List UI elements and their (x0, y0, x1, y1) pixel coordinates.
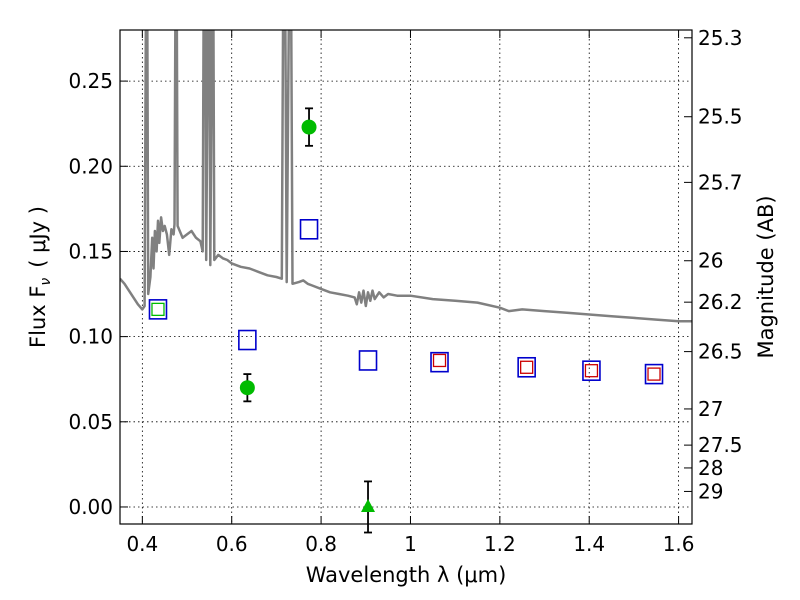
y-tick-label: 0.00 (68, 495, 113, 519)
x-tick-label: 1.6 (663, 532, 695, 556)
y2-tick-label: 27 (698, 397, 723, 421)
model-box-marker (358, 350, 378, 371)
y2-tick-label: 25.5 (698, 105, 743, 129)
x-tick-label: 1.4 (573, 532, 605, 556)
y2-axis-label-group: Magnitude (AB) (754, 195, 778, 358)
spectrum-curve-layer (120, 30, 692, 323)
y2-tick-label: 29 (698, 479, 723, 503)
x-axis-label: Wavelength λ (μm) (306, 563, 507, 587)
inner-square-marker (647, 367, 661, 381)
x-tick-label: 1 (404, 532, 417, 556)
model-box-marker (582, 360, 601, 381)
inner-square-marker (432, 353, 447, 368)
model-box-marker (517, 356, 536, 378)
plot-frame (119, 29, 693, 525)
y-axis-label-subscript: ν (38, 278, 54, 286)
measurement-upper-limit-marker (361, 498, 376, 512)
y-axis-label-main: Flux F (26, 286, 50, 348)
grid-lines (120, 30, 692, 524)
inner-square-marker (584, 364, 599, 378)
model-box-marker (299, 219, 319, 240)
y2-tick-label: 26 (698, 249, 723, 273)
y2-tick-label: 26.2 (698, 290, 743, 314)
y-tick-label: 0.15 (68, 239, 113, 263)
axis-ticks: 0.4 0.6 0.8 1 1.2 1.4 1.6 0.00 0.05 0.10 0.15 0.20 0… (68, 26, 742, 556)
data-points-layer (148, 107, 664, 534)
model-box-marker (238, 329, 257, 351)
y2-tick-label: 27.5 (698, 433, 743, 457)
x-tick-label: 0.8 (305, 532, 337, 556)
y2-axis-label: Magnitude (AB) (754, 195, 778, 358)
x-tick-label: 0.4 (126, 532, 158, 556)
y-axis-label-unit: ( μJy ) (26, 206, 50, 268)
x-tick-label: 0.6 (216, 532, 248, 556)
measurement-marker (239, 380, 255, 396)
model-box-marker (430, 351, 449, 373)
y-axis-label-group: Flux Fν ( μJy ) (26, 206, 54, 348)
spectrum-line (120, 30, 692, 323)
y-tick-label: 0.10 (68, 325, 113, 349)
model-box-marker (644, 363, 664, 385)
y2-tick-label: 25.3 (698, 26, 743, 50)
model-box-marker (148, 299, 168, 320)
measurement-marker (301, 119, 317, 135)
y2-tick-label: 28 (698, 456, 723, 480)
inner-square-marker (151, 302, 165, 317)
inner-square-marker (520, 360, 534, 374)
x-tick-label: 1.2 (484, 532, 516, 556)
y-tick-label: 0.05 (68, 410, 113, 434)
y-tick-label: 0.25 (68, 69, 113, 93)
y-axis-label: Flux Fν ( μJy ) (26, 206, 54, 348)
y2-tick-label: 26.5 (698, 340, 743, 364)
y2-tick-label: 25.7 (698, 170, 743, 194)
y-tick-label: 0.20 (68, 154, 113, 178)
